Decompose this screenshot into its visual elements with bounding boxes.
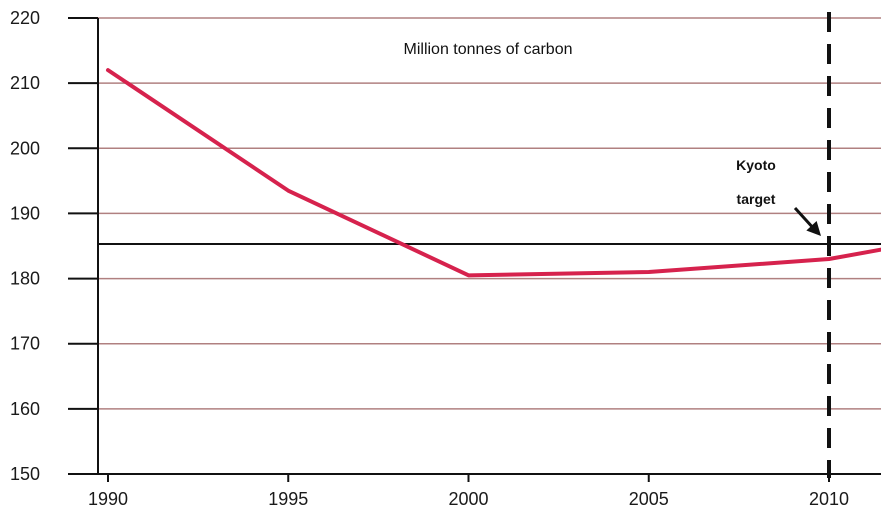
y-tick-label: 160: [10, 399, 40, 419]
x-axis-ticks: 1990 1995 2000 2005 2010: [88, 474, 849, 509]
annotation-line-1: Kyoto: [736, 157, 776, 173]
x-tick-label: 2010: [809, 489, 849, 509]
annotation-line-2: target: [737, 191, 776, 207]
x-tick-label: 2000: [448, 489, 488, 509]
y-tick-label: 190: [10, 203, 40, 223]
x-tick-label: 1990: [88, 489, 128, 509]
y-tick-label: 210: [10, 73, 40, 93]
x-tick-label: 2005: [629, 489, 669, 509]
x-tick-label: 1995: [268, 489, 308, 509]
y-axis-ticks: 220 210 200 190 180 170 160 150: [10, 8, 98, 484]
unit-label: Million tonnes of carbon: [404, 41, 573, 58]
gridlines: [98, 17, 881, 410]
y-tick-label: 150: [10, 464, 40, 484]
series-line-carbon: [106, 68, 881, 278]
y-tick-label: 220: [10, 8, 40, 28]
y-tick-label: 200: [10, 138, 40, 158]
annotation-arrowhead: [806, 221, 821, 237]
y-tick-label: 170: [10, 334, 40, 354]
y-tick-label: 180: [10, 269, 40, 289]
